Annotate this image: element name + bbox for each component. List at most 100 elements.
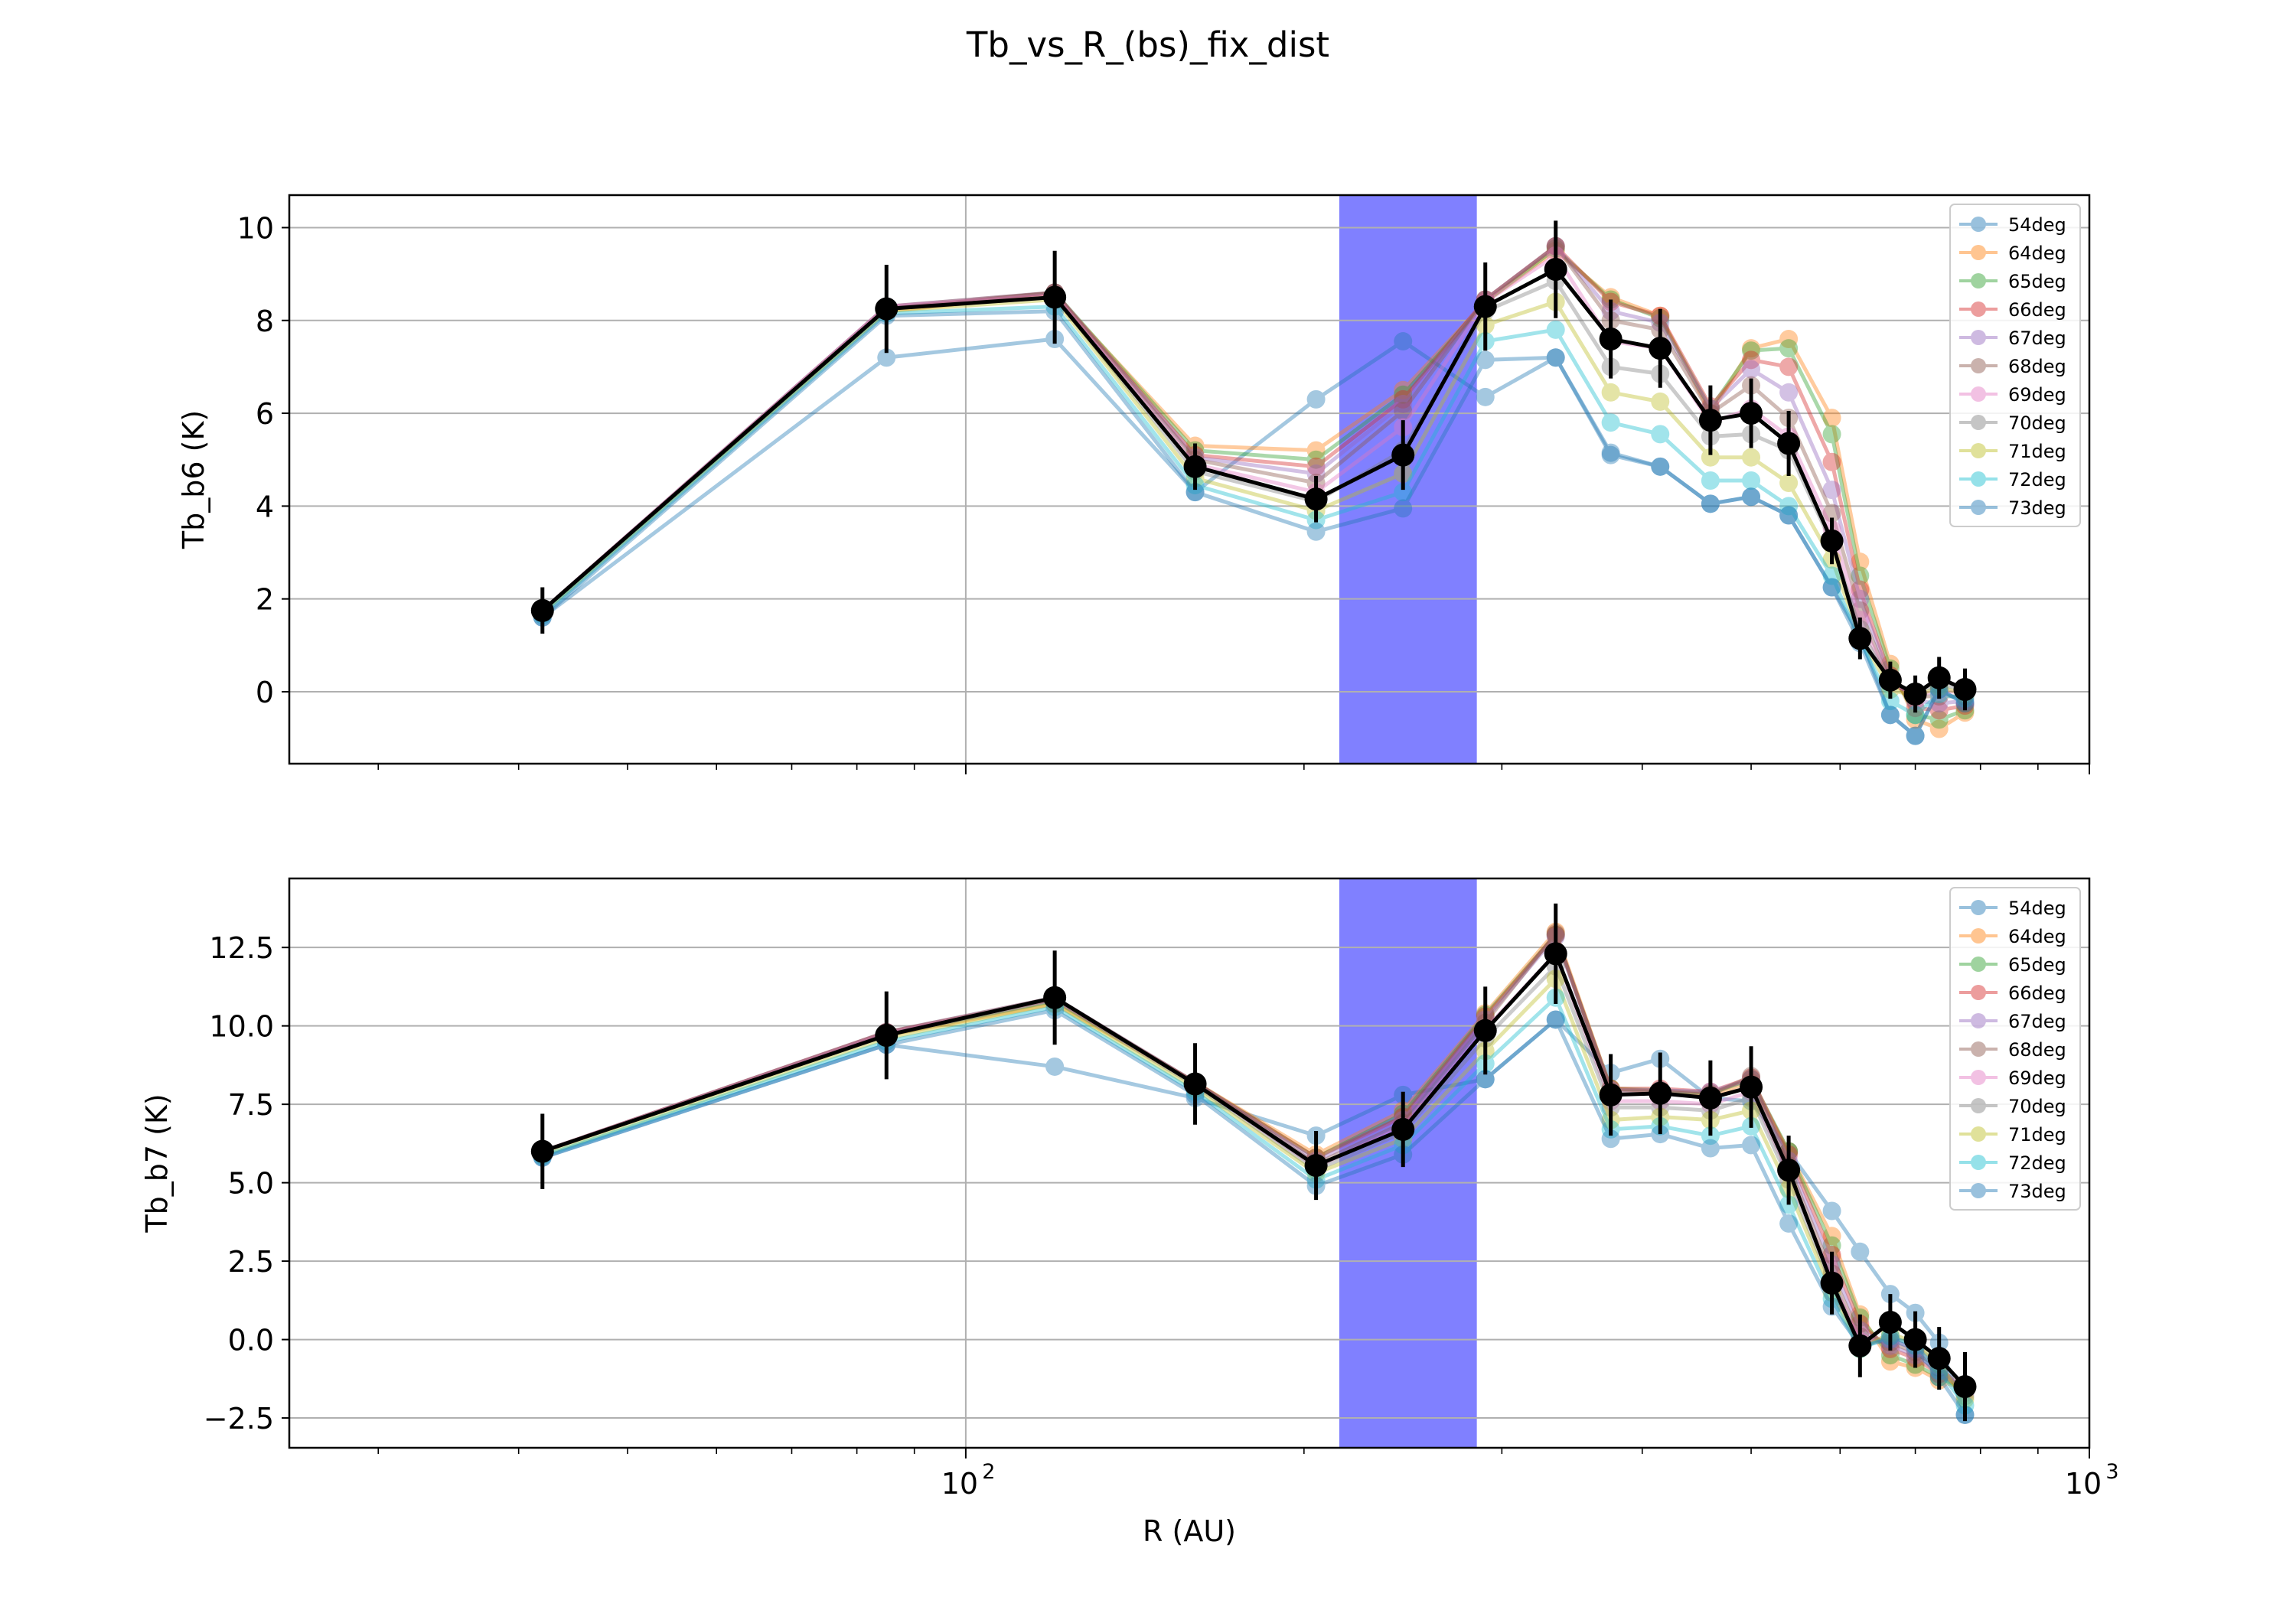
series-point (1822, 409, 1841, 428)
series-point (1906, 710, 1925, 729)
series-point (1701, 1139, 1720, 1158)
mean-point (1183, 1072, 1207, 1096)
series-point (1929, 701, 1949, 720)
x-tick-exponent: 2 (982, 1460, 995, 1484)
legend-swatch (1959, 330, 1998, 345)
series-point (1601, 288, 1620, 307)
series-point (1394, 483, 1413, 502)
mean-point (530, 1139, 554, 1163)
series-68deg (533, 236, 1975, 706)
series-73deg (533, 1001, 1975, 1424)
series-point (1822, 425, 1841, 444)
legend-swatch-marker (1971, 985, 1986, 1000)
legend-swatch (1959, 928, 1998, 944)
axes-frame (288, 194, 2091, 765)
legend-label: 72deg (2008, 1152, 2066, 1174)
series-point (1880, 1352, 1900, 1371)
series-point (1601, 445, 1620, 464)
legend-swatch (1959, 273, 1998, 288)
series-point (1779, 1214, 1799, 1233)
series-point (1394, 332, 1413, 351)
y-tick-label: 8 (256, 305, 274, 338)
mean-point (1599, 328, 1623, 351)
legend-label: 67deg (2008, 328, 2066, 349)
legend-label: 66deg (2008, 983, 2066, 1004)
mean-line (541, 950, 1967, 1388)
legend-swatch-marker (1971, 1126, 1986, 1142)
series-point (877, 348, 896, 367)
legend-swatch (1959, 1041, 1998, 1057)
panel-2: 12.510.07.55.02.50.0−2.510 2 10 3R (AU)Tb_b… (140, 877, 2119, 1548)
series-point (1742, 339, 1761, 358)
series-point (1546, 320, 1565, 339)
mean-point (1304, 487, 1328, 511)
series-line (541, 975, 1967, 1400)
series-point (1651, 425, 1670, 444)
legend-label: 54deg (2008, 214, 2066, 236)
legend-label: 54deg (2008, 898, 2066, 919)
legend-swatch-marker (1971, 928, 1986, 944)
series-point (1601, 383, 1620, 402)
series-point (1742, 341, 1761, 360)
legend-swatch (1959, 985, 1998, 1000)
series-point (1742, 487, 1761, 507)
y-tick-label: 10.0 (209, 1010, 274, 1044)
series-point (1929, 719, 1949, 738)
mean-point (1848, 627, 1872, 650)
y-axis-label: Tb_b6 (K) (177, 410, 210, 549)
mean-point (1927, 1347, 1951, 1370)
series-point (1822, 578, 1841, 597)
series-point (1394, 380, 1413, 399)
series-point (1779, 357, 1799, 376)
legend-swatch (1959, 1183, 1998, 1198)
legend-label: 64deg (2008, 243, 2066, 264)
series-point (1186, 483, 1205, 502)
series-point (1306, 464, 1326, 483)
mean-point (1740, 1075, 1763, 1099)
mean-point (530, 598, 554, 622)
mean-point (1043, 285, 1067, 309)
legend-label: 68deg (2008, 356, 2066, 377)
legend-swatch-marker (1971, 245, 1986, 260)
series-point (1906, 706, 1925, 725)
series-point (1701, 494, 1720, 513)
mean-point (1183, 455, 1207, 478)
mean-point (1304, 1154, 1328, 1178)
mean-series (530, 220, 1977, 713)
series-point (1701, 494, 1720, 513)
legend-swatch-marker (1971, 415, 1986, 430)
legend-swatch (1959, 245, 1998, 260)
legend-label: 73deg (2008, 497, 2066, 519)
legend-label: 69deg (2008, 384, 2066, 406)
legend-swatch (1959, 415, 1998, 430)
series-point (1186, 483, 1205, 502)
legend: 54deg 64deg 65deg 66deg 67deg 68deg 69deg 70deg… (1949, 204, 2081, 527)
mean-point (875, 1023, 899, 1047)
legend-label: 73deg (2008, 1181, 2066, 1202)
series-point (1822, 1236, 1841, 1255)
series-point (1742, 471, 1761, 490)
x-tick-exponent: 3 (2105, 1460, 2118, 1484)
series-line (541, 309, 1966, 739)
legend-label: 68deg (2008, 1039, 2066, 1061)
series-point (1394, 402, 1413, 421)
mean-point (1649, 337, 1672, 360)
series-point (1701, 448, 1720, 467)
legend-swatch-marker (1971, 1155, 1986, 1170)
series-point (1822, 1201, 1841, 1221)
series-point (1651, 457, 1670, 476)
series-point (1476, 350, 1495, 370)
mean-point (1903, 683, 1927, 706)
series-64deg (533, 241, 1975, 738)
series-point (1045, 1057, 1065, 1076)
legend-box (1949, 204, 2081, 527)
series-point (1306, 450, 1326, 469)
legend-swatch-marker (1971, 386, 1986, 402)
shaded-band (1339, 195, 1477, 764)
mean-point (1777, 1159, 1801, 1182)
legend-swatch (1959, 443, 1998, 458)
y-tick-label: 4 (256, 490, 274, 523)
mean-point (1777, 432, 1801, 455)
series-70deg (533, 957, 1975, 1406)
series-point (1742, 350, 1761, 370)
